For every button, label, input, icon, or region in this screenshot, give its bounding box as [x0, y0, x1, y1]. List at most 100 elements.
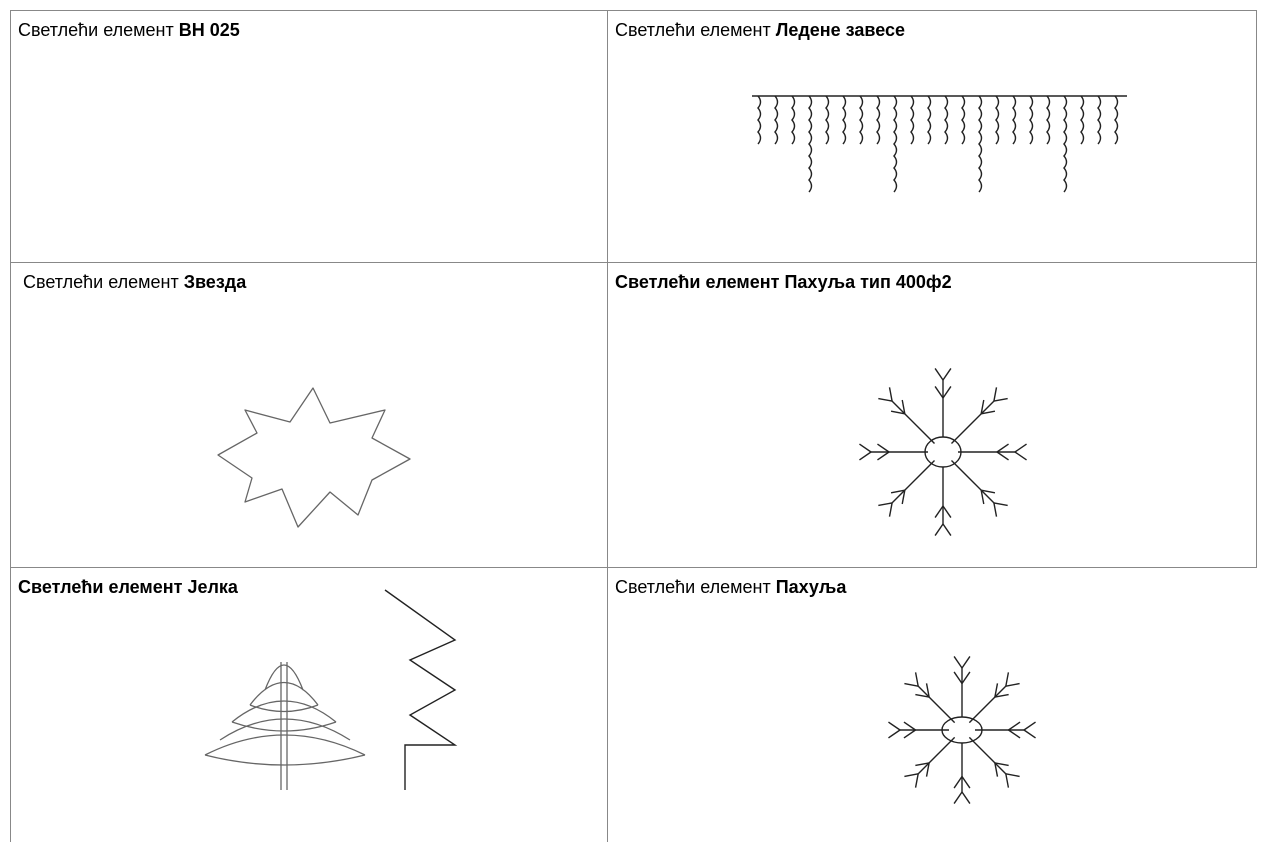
cell-text: Светлећи елемент Звезда: [18, 272, 246, 293]
snowflake-branch: [942, 386, 952, 399]
text-run: Светлећи елемент: [18, 20, 179, 40]
snowflake-small-branch: [961, 791, 971, 804]
icicle: [1080, 95, 1085, 145]
icicle: [995, 95, 1000, 145]
snowflake-small-branch: [904, 773, 919, 778]
star-drawing: [217, 387, 411, 528]
snowflake-spoke: [950, 400, 995, 445]
tree-drawing: [204, 589, 458, 790]
icicle: [927, 95, 932, 145]
snowflake-small-branch: [888, 729, 901, 739]
snowflake-small-branch: [903, 729, 916, 739]
snowflake-branch: [859, 451, 872, 461]
icicle: [910, 95, 915, 145]
icicle: [791, 95, 796, 145]
text-run: Ледене завесе: [775, 20, 906, 40]
snowflake-branch: [890, 410, 905, 415]
snowflake-small-spoke: [968, 685, 1007, 724]
text-run: Пахуља: [775, 577, 847, 597]
icicle: [774, 95, 779, 145]
snowflake-branch: [901, 399, 906, 414]
snowflake-branch: [890, 489, 905, 494]
cell-text: Светлећи елемент Јелка: [18, 577, 238, 598]
snowflake-small-branch: [961, 671, 971, 684]
snowflake-branch: [996, 451, 1009, 461]
snowflake-small-spoke: [917, 685, 956, 724]
text-run: Светлећи елемент: [615, 577, 776, 597]
snowflake-small-branch: [953, 671, 963, 684]
snowflake-small-branch: [994, 693, 1009, 698]
snowflake-branch: [980, 399, 985, 414]
snowflake-branch: [859, 443, 872, 453]
text-run: Светлећи елемент: [18, 272, 184, 292]
snowflake-small-branch: [1005, 773, 1020, 778]
snowflake-small-branch: [953, 791, 963, 804]
snowflake-branch: [996, 443, 1009, 453]
text-run: Светлећи елемент Јелка: [18, 577, 238, 597]
snowflake-branch: [942, 523, 952, 536]
snowflake-spoke: [891, 400, 936, 445]
snowflake-small-branch: [994, 762, 1009, 767]
snowflake-branch: [934, 368, 944, 381]
snowflake-small-branch: [925, 683, 930, 698]
icicle: [876, 95, 881, 145]
snowflake-small-branch: [1005, 682, 1020, 687]
snowflake-branch: [878, 397, 893, 402]
icicle: [1097, 95, 1102, 145]
icicle: [944, 95, 949, 145]
icicle: [842, 95, 847, 145]
snowflake-small-branch: [914, 672, 919, 687]
snowflake-small-branch: [994, 683, 999, 698]
tree-layers: [204, 664, 366, 766]
text-run: Светлећи елемент Пахуља тип 400ф2: [615, 272, 952, 292]
cell-text: Светлећи елемент Пахуља: [615, 577, 846, 598]
cell-text: Светлећи елемент BH 025: [18, 20, 240, 41]
icicle: [893, 95, 898, 193]
snowflake-small-branch: [1023, 721, 1036, 731]
snowflake-branch: [1014, 443, 1027, 453]
snowflake-branch: [981, 410, 996, 415]
snowflake-small-branch: [953, 656, 963, 669]
snowflake-branch: [993, 397, 1008, 402]
snowflake-small-branch: [1005, 672, 1010, 687]
snowflake-branch: [993, 502, 1008, 507]
snowflake-small-branch: [904, 682, 919, 687]
snowflake-branch: [980, 490, 985, 505]
snowflake-small-spoke: [917, 736, 956, 775]
snowflake-branch: [934, 505, 944, 518]
snowflake-small-branch: [915, 693, 930, 698]
text-run: Звезда: [183, 272, 247, 292]
snowflake-branch: [878, 502, 893, 507]
icicle: [757, 95, 762, 145]
table-borders: [10, 10, 1257, 842]
text-run: BH 025: [178, 20, 240, 40]
snowflake-branch: [942, 368, 952, 381]
snowflake-branch: [934, 523, 944, 536]
snowflake-branch: [888, 502, 893, 517]
snowflake-branch: [877, 451, 890, 461]
snowflake-small-branch: [961, 656, 971, 669]
snowflake-small-branch: [915, 762, 930, 767]
snowflake-small-branch: [925, 762, 930, 777]
snowflake-small-branch: [994, 762, 999, 777]
snowflake-small-branch: [888, 721, 901, 731]
snowflake-branch: [993, 502, 998, 517]
snowflake-small-branch: [903, 721, 916, 731]
snowflake-small-branch: [953, 776, 963, 789]
icicle: [1063, 95, 1068, 193]
icicle: [978, 95, 983, 193]
snowflake-small-spoke: [968, 736, 1007, 775]
snowflake-spoke: [950, 459, 995, 504]
icicle: [1046, 95, 1051, 145]
snowflake-branch: [934, 386, 944, 399]
snowflake-small-branch: [1008, 721, 1021, 731]
snowflake-spoke: [891, 459, 936, 504]
cell-text: Светлећи елемент Ледене завесе: [615, 20, 905, 41]
snowflake-branch: [1014, 451, 1027, 461]
icicle: [1114, 95, 1119, 145]
icicle: [808, 95, 813, 193]
snowflake-small-branch: [1005, 773, 1010, 788]
snowflake-branch: [993, 387, 998, 402]
